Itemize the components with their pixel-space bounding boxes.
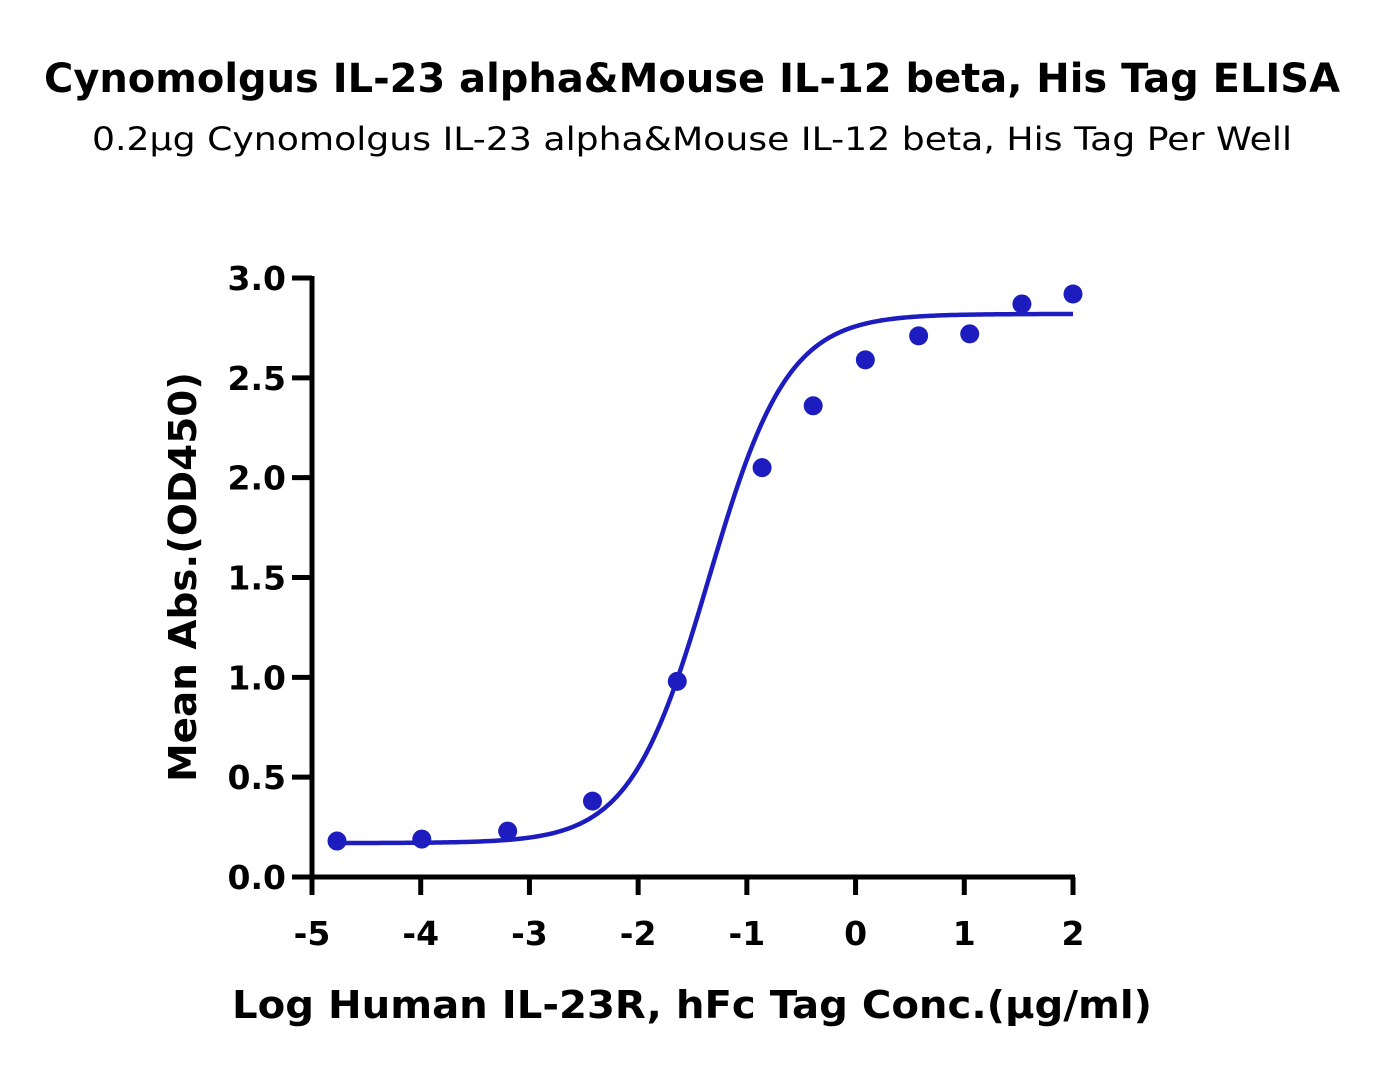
data-point	[960, 324, 980, 344]
data-point	[803, 396, 823, 416]
x-tick-label: 0	[844, 914, 867, 953]
x-tick-label: -3	[511, 914, 548, 953]
y-tick-label: 0.5	[228, 758, 286, 797]
x-tick-label: -4	[402, 914, 439, 953]
y-tick-label: 0.0	[228, 858, 286, 897]
x-tick-label: -1	[729, 914, 766, 953]
data-point	[498, 821, 518, 841]
chart-subtitle: 0.2μg Cynomolgus IL-23 alpha&Mouse IL-12…	[92, 120, 1292, 158]
axes	[309, 276, 1075, 880]
y-tick-label: 1.5	[228, 559, 286, 598]
fit-curve	[336, 311, 1074, 846]
data-point	[909, 326, 929, 346]
data-point	[412, 829, 432, 849]
data-point	[1063, 284, 1083, 304]
data-point	[327, 831, 347, 851]
y-axis-title: Mean Abs.(OD450)	[161, 372, 205, 782]
x-tick-label: -2	[620, 914, 657, 953]
data-point	[1012, 294, 1032, 314]
plot-area	[327, 284, 1083, 851]
data-point	[855, 350, 875, 370]
y-tick-label: 2.5	[228, 359, 286, 398]
chart-title: Cynomolgus IL-23 alpha&Mouse IL-12 beta,…	[44, 56, 1340, 102]
y-tick-label: 2.0	[228, 459, 286, 498]
y-tick-label: 3.0	[228, 259, 286, 298]
data-point	[752, 458, 772, 478]
ticks: 0.0 0.5 1.0 1.5 2.0 2.5 3.0 -5 -4 -3 -2 -1 0 1 2	[228, 259, 1085, 953]
x-tick-label: 2	[1062, 914, 1085, 953]
x-tick-label: -5	[294, 914, 331, 953]
data-point	[667, 671, 687, 691]
data-point	[582, 791, 602, 811]
x-axis-title: Log Human IL-23R, hFc Tag Conc.(μg/ml)	[232, 983, 1152, 1027]
x-tick-label: 1	[953, 914, 976, 953]
y-tick-label: 1.0	[228, 658, 286, 697]
